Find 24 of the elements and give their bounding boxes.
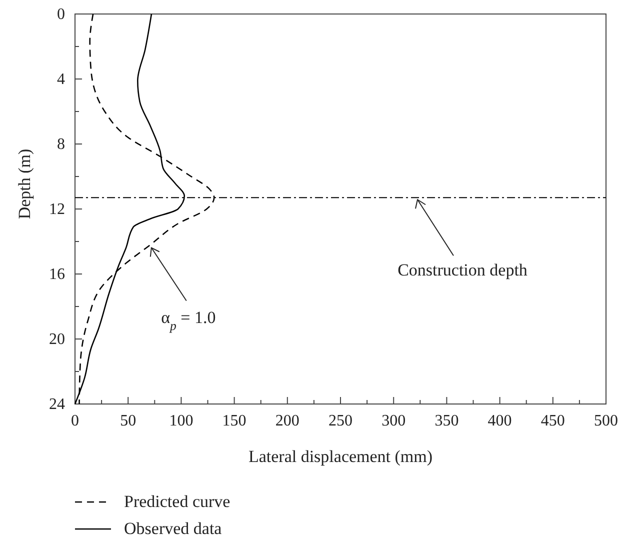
legend-label: Observed data (124, 519, 222, 538)
x-axis-title: Lateral displacement (mm) (248, 447, 433, 466)
x-tick-label: 200 (275, 412, 300, 430)
x-tick-label: 350 (434, 412, 459, 430)
y-tick-label: 8 (57, 136, 65, 154)
x-tick-label: 300 (382, 412, 406, 430)
x-tick-label: 450 (540, 412, 565, 430)
y-axis-title: Depth (m) (15, 148, 34, 220)
x-tick-label: 100 (169, 412, 194, 430)
x-tick-label: 0 (71, 412, 79, 430)
y-tick-label: 16 (49, 266, 65, 284)
y-tick-label: 0 (57, 6, 65, 24)
y-tick-label: 4 (57, 71, 65, 88)
x-tick-label: 400 (488, 412, 512, 430)
x-tick-label: 500 (594, 412, 618, 430)
x-tick-label: 250 (328, 412, 352, 430)
x-tick-label: 150 (222, 412, 246, 430)
y-tick-label: 20 (49, 331, 65, 348)
legend-label: Predicted curve (124, 492, 230, 511)
ref-line-label: Construction depth (398, 260, 528, 280)
annotation: α$_{p}$ = 1.0 (161, 308, 216, 333)
x-tick-label: 50 (120, 412, 136, 430)
y-tick-label: 12 (49, 201, 65, 218)
y-tick-label: 24 (49, 396, 65, 414)
